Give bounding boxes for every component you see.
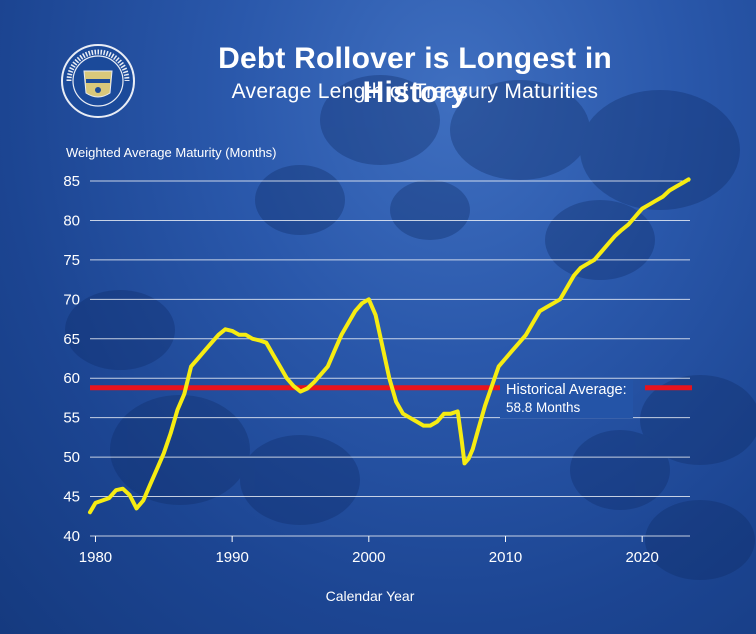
y-tick-label: 75 — [63, 252, 80, 269]
y-tick-label: 55 — [63, 410, 80, 427]
y-tick-label: 60 — [63, 370, 80, 387]
x-tick-label: 2020 — [625, 549, 658, 566]
y-tick-label: 65 — [63, 331, 80, 348]
y-tick-label: 85 — [63, 173, 80, 190]
y-tick-label: 80 — [63, 212, 80, 229]
y-tick-label: 45 — [63, 489, 80, 506]
chart-title: Debt Rollover is Longest in History — [218, 42, 612, 109]
y-tick-label: 50 — [63, 449, 80, 466]
y-tick-label: 70 — [63, 291, 80, 308]
series-line-average-maturity — [88, 177, 691, 515]
x-tick-label: 1980 — [79, 549, 112, 566]
treasury-seal — [61, 44, 135, 118]
historical-average-value: 58.8 Months — [506, 400, 581, 415]
y-axis-label: Weighted Average Maturity (Months) — [66, 145, 277, 160]
x-tick-label: 2000 — [352, 549, 385, 566]
y-tick-label: 40 — [63, 528, 80, 545]
chart-subtitle: Average Length of Treasury Maturities — [231, 80, 599, 103]
x-tick-label: 1990 — [215, 549, 248, 566]
x-axis-label: Calendar Year — [325, 588, 415, 604]
x-tick-label: 2010 — [489, 549, 522, 566]
historical-average-label: Historical Average: 58.8 Months — [500, 380, 633, 418]
historical-average-title: Historical Average: — [506, 382, 627, 398]
